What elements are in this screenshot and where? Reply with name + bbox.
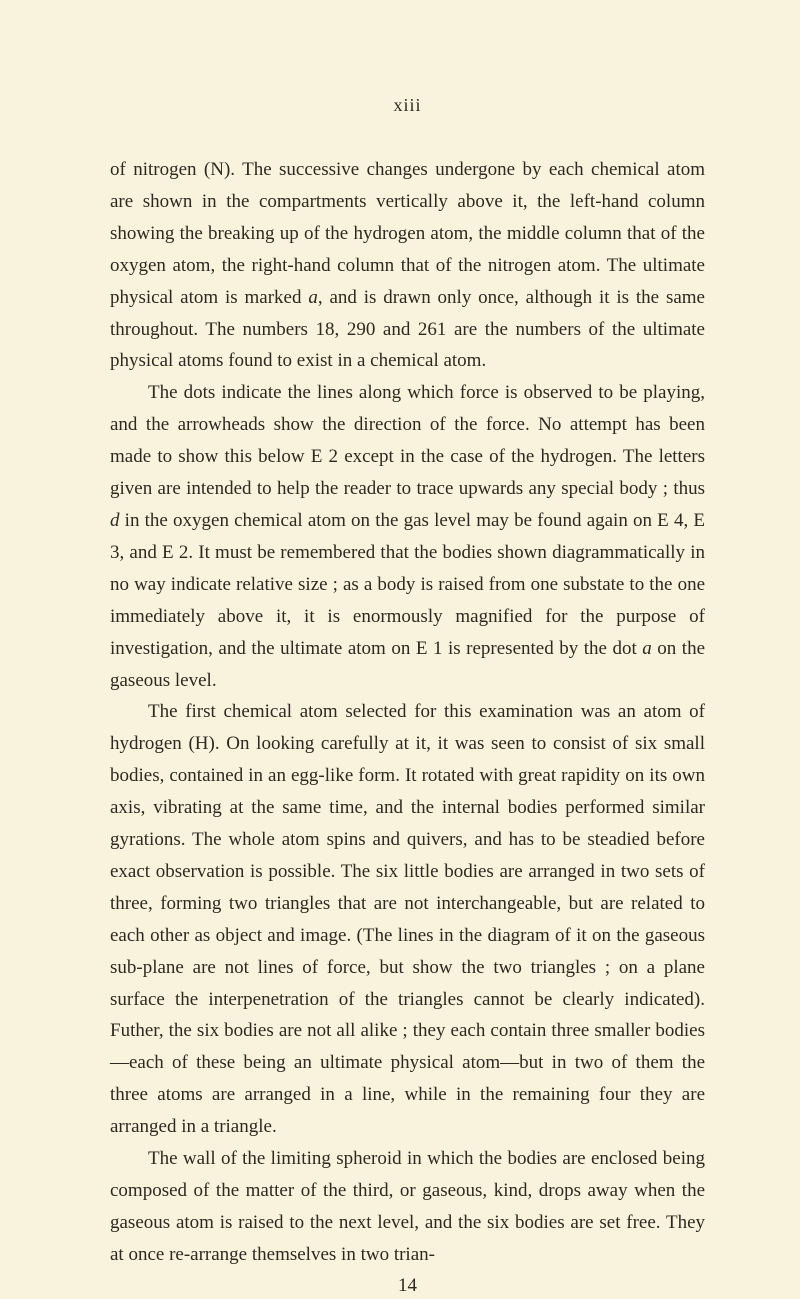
paragraph-4: The wall of the limiting spheroid in whi… [110,1143,705,1271]
page-number-roman: xiii [110,95,705,116]
paragraph-1: of nitrogen (N). The successive changes … [110,154,705,377]
p2-italic-d: d [110,510,120,531]
p1-text-a: of nitrogen (N). The successive changes … [110,159,705,308]
p2-italic-a: a [642,638,652,659]
paragraph-3: The first chemical atom selected for thi… [110,696,705,1143]
p2-text-a: The dots indicate the lines along which … [110,382,705,499]
body-text-container: of nitrogen (N). The successive changes … [110,154,705,1271]
p2-text-b: in the oxygen chemical atom on the gas l… [110,510,705,659]
paragraph-2: The dots indicate the lines along which … [110,377,705,696]
page-number-bottom: 14 [110,1275,705,1297]
p1-italic-a: a [308,287,318,308]
